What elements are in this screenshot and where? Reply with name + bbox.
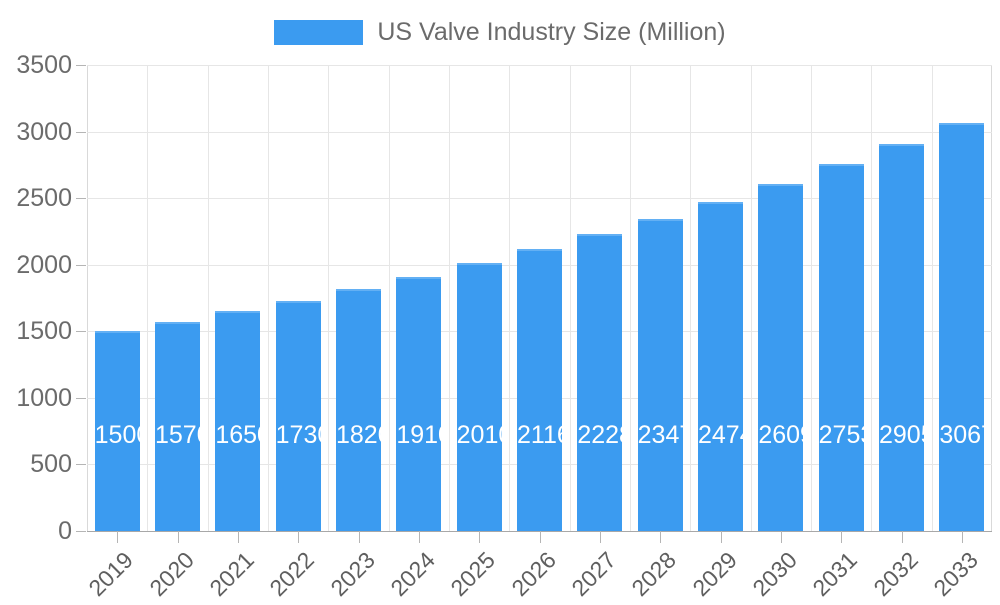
- x-tick-label: 2031: [807, 546, 863, 602]
- bar-value-label: 3067: [939, 420, 984, 449]
- y-tick-label: 3000: [16, 117, 72, 146]
- x-tick-label: 2025: [445, 546, 501, 602]
- x-tick-mark: [660, 531, 662, 543]
- gridline-x: [388, 65, 390, 531]
- gridline-y: [87, 198, 992, 200]
- y-tick-label: 1000: [16, 383, 72, 412]
- y-tick-label: 500: [30, 450, 72, 479]
- gridline-x: [750, 65, 752, 531]
- bar-value-label: 2609: [758, 420, 803, 449]
- x-tick-mark: [418, 531, 420, 543]
- y-tick-mark: [76, 397, 86, 399]
- gridline-x: [630, 65, 631, 531]
- bar[interactable]: 2347: [637, 218, 683, 531]
- bar[interactable]: 2905: [879, 144, 924, 531]
- gridline-x: [509, 65, 511, 531]
- x-tick-mark: [720, 531, 722, 543]
- gridline-x: [449, 65, 450, 531]
- gridline-x: [690, 65, 692, 531]
- gridline-x: [931, 65, 933, 531]
- bar[interactable]: 2474: [698, 201, 743, 531]
- gridline-x: [328, 65, 330, 531]
- x-tick-label: 2029: [686, 546, 742, 602]
- bar-value-label: 2116: [517, 420, 562, 449]
- y-tick-mark: [76, 198, 86, 200]
- x-tick-mark: [599, 531, 601, 543]
- bar[interactable]: 2753: [818, 164, 864, 531]
- x-tick-mark: [539, 531, 541, 543]
- bar-value-label: 1570: [155, 420, 200, 449]
- bar-value-label: 1650: [215, 420, 260, 449]
- x-tick-label: 2024: [385, 546, 440, 602]
- x-tick-label: 2032: [867, 546, 923, 602]
- chart-legend: US Valve Industry Size (Million): [0, 14, 1000, 50]
- y-tick-mark: [76, 264, 86, 266]
- bar-value-label: 1500: [94, 420, 140, 449]
- x-tick-mark: [358, 531, 360, 543]
- x-tick-mark: [117, 531, 119, 543]
- y-tick-mark: [76, 464, 86, 466]
- y-tick-mark: [76, 331, 86, 333]
- bar-value-label: 2753: [818, 420, 864, 449]
- legend-label: US Valve Industry Size (Million): [377, 17, 726, 46]
- x-tick-label: 2019: [83, 546, 139, 602]
- bar-value-label: 1730: [275, 420, 321, 449]
- gridline-y: [87, 65, 992, 66]
- x-tick-mark: [961, 531, 963, 543]
- legend-color-swatch: [274, 19, 364, 45]
- gridline-x: [147, 65, 149, 531]
- bar[interactable]: 1570: [155, 321, 200, 531]
- bar[interactable]: 2228: [577, 234, 623, 531]
- bar[interactable]: 2609: [758, 183, 804, 531]
- gridline-x: [871, 65, 873, 531]
- y-tick-label: 2000: [16, 250, 72, 279]
- bar-value-label: 1820: [336, 420, 381, 449]
- x-tick-label: 2030: [747, 546, 802, 602]
- gridline-x: [207, 65, 209, 531]
- bar[interactable]: 1910: [396, 276, 442, 531]
- x-tick-label: 2021: [204, 546, 259, 602]
- x-tick-label: 2033: [928, 546, 983, 602]
- x-tick-mark: [298, 531, 300, 543]
- gridline-x: [811, 65, 812, 531]
- gridline-y: [87, 131, 992, 133]
- y-tick-mark: [76, 531, 86, 532]
- bar-value-label: 1910: [396, 420, 441, 449]
- y-tick-mark: [76, 131, 86, 133]
- y-tick-label: 3500: [16, 51, 72, 79]
- x-tick-mark: [479, 531, 481, 543]
- bar-value-label: 2228: [577, 420, 622, 449]
- bar[interactable]: 1820: [336, 288, 381, 531]
- plot-left-border: [87, 65, 88, 531]
- x-tick-mark: [237, 531, 239, 543]
- x-tick-label: 2028: [626, 546, 682, 602]
- x-tick-mark: [841, 531, 843, 543]
- y-tick-label: 2500: [16, 184, 72, 213]
- y-tick-mark: [76, 65, 86, 66]
- bar[interactable]: 2116: [517, 249, 562, 531]
- bar[interactable]: 3067: [939, 122, 985, 531]
- y-tick-label: 0: [58, 517, 72, 545]
- x-tick-mark: [780, 531, 782, 543]
- gridline-x: [569, 65, 571, 531]
- y-tick-label: 1500: [16, 317, 72, 346]
- x-tick-label: 2026: [505, 546, 561, 602]
- plot-right-border: [991, 65, 992, 531]
- bar-value-label: 2010: [456, 420, 502, 449]
- x-tick-label: 2022: [264, 546, 320, 602]
- bar-value-label: 2905: [879, 420, 924, 449]
- x-tick-label: 2027: [566, 546, 621, 602]
- bar[interactable]: 1500: [94, 331, 140, 531]
- bar-value-label: 2474: [698, 420, 743, 449]
- x-tick-mark: [177, 531, 179, 543]
- bar[interactable]: 2010: [456, 263, 502, 531]
- bar[interactable]: 1650: [215, 311, 261, 531]
- x-tick-mark: [901, 531, 903, 543]
- bar-value-label: 2347: [637, 420, 683, 449]
- x-tick-label: 2023: [324, 546, 380, 602]
- x-tick-label: 2020: [143, 546, 199, 602]
- bar[interactable]: 1730: [275, 300, 321, 531]
- gridline-x: [268, 65, 269, 531]
